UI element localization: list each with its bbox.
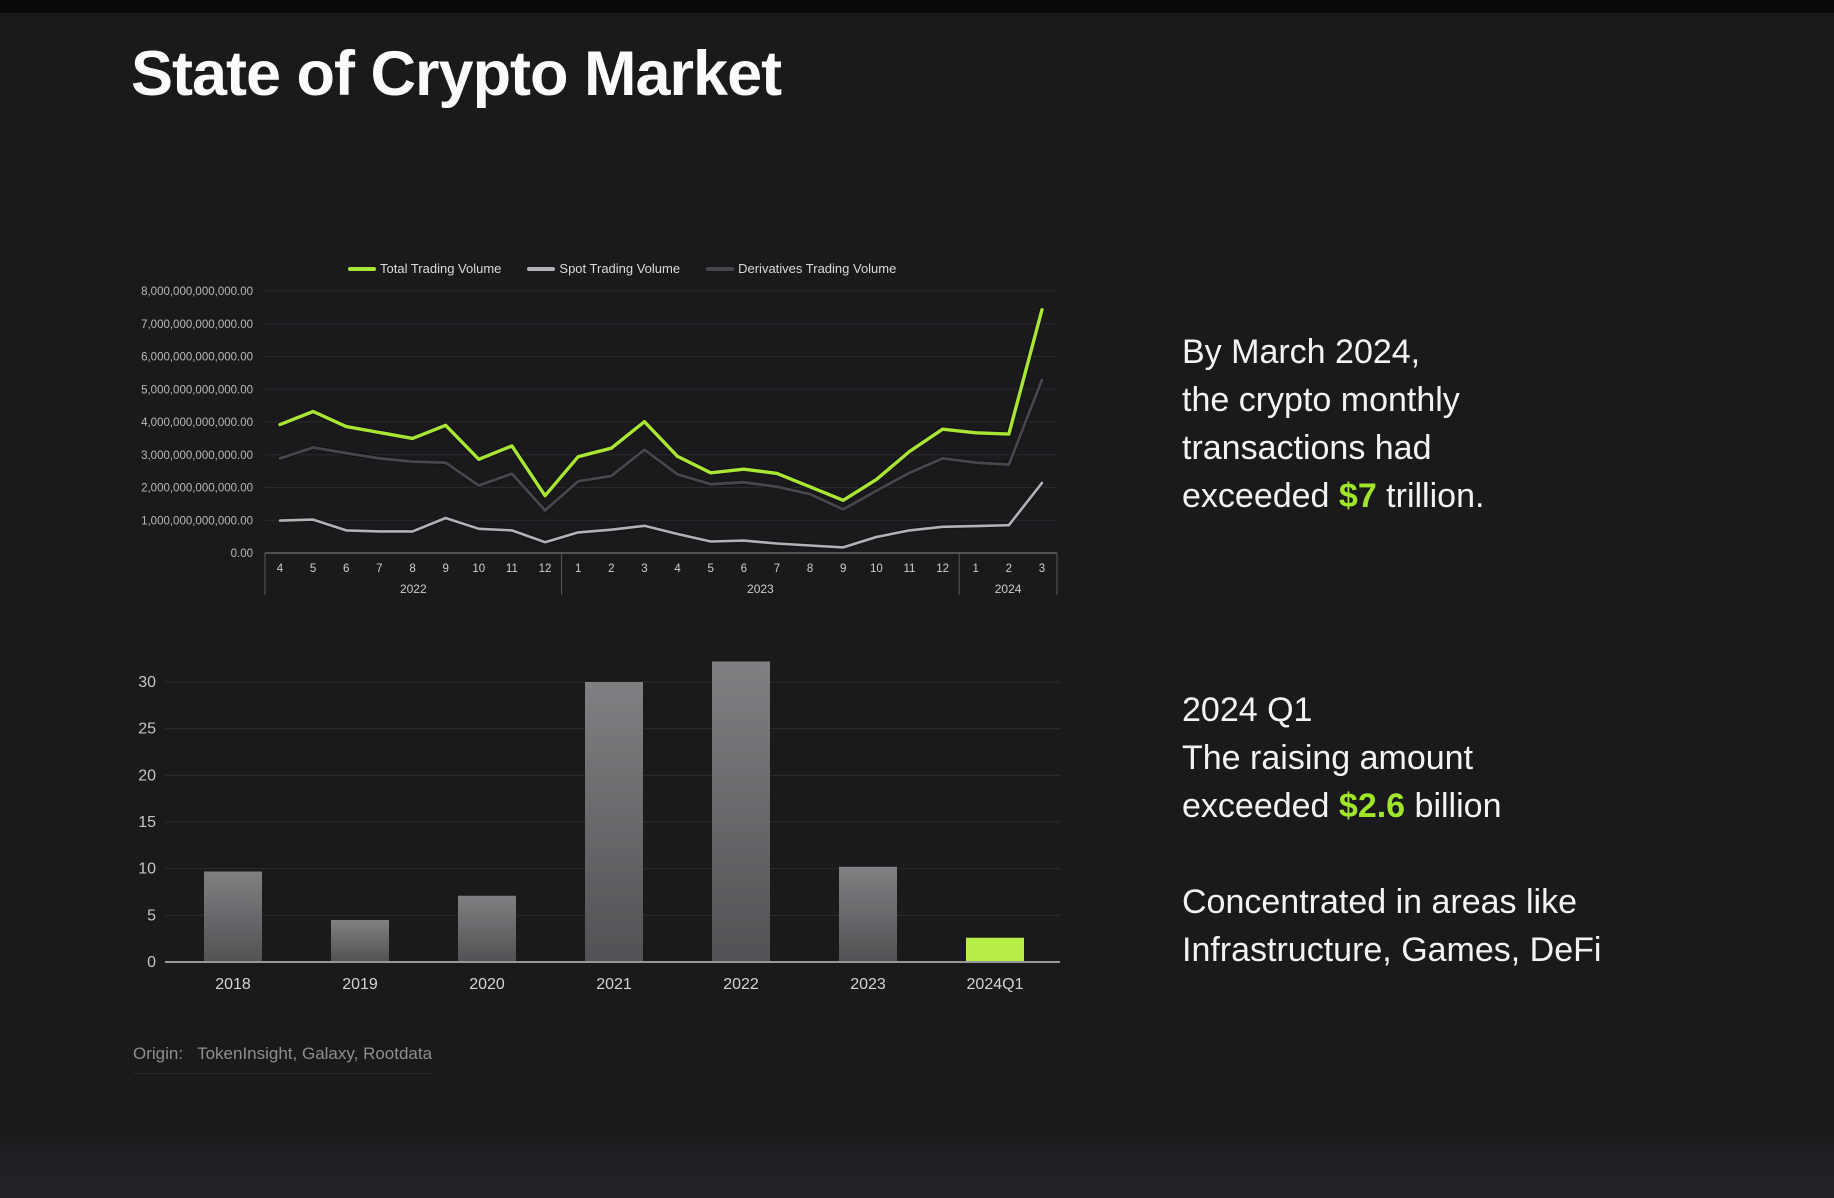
svg-text:10: 10 <box>472 563 485 575</box>
svg-text:4: 4 <box>277 563 284 575</box>
svg-text:11: 11 <box>903 563 915 575</box>
svg-text:5: 5 <box>707 563 713 575</box>
insight-fundraising: 2024 Q1 The raising amount exceeded $2.6… <box>1182 686 1772 974</box>
svg-text:9: 9 <box>442 563 448 575</box>
insight-line: Concentrated in areas like <box>1182 883 1578 921</box>
svg-text:0.00: 0.00 <box>231 548 253 560</box>
svg-text:2018: 2018 <box>215 976 251 993</box>
svg-text:2,000,000,000,000.00: 2,000,000,000,000.00 <box>141 483 253 495</box>
svg-text:2021: 2021 <box>596 976 632 993</box>
svg-text:2024: 2024 <box>995 582 1022 596</box>
yearly-fundraising-bar-chart: 0 5 10 15 20 25 30 2018 2019 2020 2021 2022 2023 2024… <box>138 661 1060 993</box>
svg-text:12: 12 <box>539 563 552 575</box>
svg-text:5: 5 <box>310 563 316 575</box>
svg-text:3,000,000,000,000.00: 3,000,000,000,000.00 <box>141 450 253 462</box>
svg-text:7,000,000,000,000.00: 7,000,000,000,000.00 <box>141 319 253 331</box>
legend-label-spot: Spot Trading Volume <box>559 261 681 276</box>
legend-swatch-derivatives <box>706 266 735 271</box>
svg-text:1: 1 <box>973 563 979 575</box>
svg-text:1,000,000,000,000.00: 1,000,000,000,000.00 <box>141 515 253 527</box>
svg-text:5: 5 <box>147 907 156 924</box>
insight-line: transactions had <box>1182 429 1432 467</box>
insight-line: The raising amount <box>1182 739 1474 777</box>
svg-text:4: 4 <box>674 563 681 575</box>
legend-item-derivatives: Derivatives Trading Volume <box>706 261 896 276</box>
origin-value: TokenInsight, Galaxy, Rootdata <box>197 1044 433 1063</box>
svg-text:10: 10 <box>138 861 156 878</box>
svg-text:0: 0 <box>147 954 156 971</box>
svg-text:6: 6 <box>343 563 349 575</box>
insight-trading-volume: By March 2024, the crypto monthly transa… <box>1182 328 1772 520</box>
line-chart-legend: Total Trading Volume Spot Trading Volume… <box>348 261 896 276</box>
svg-text:8: 8 <box>807 563 813 575</box>
svg-text:5,000,000,000,000.00: 5,000,000,000,000.00 <box>141 384 253 396</box>
legend-swatch-total <box>348 266 376 271</box>
svg-text:10: 10 <box>870 563 883 575</box>
svg-text:3: 3 <box>1039 563 1045 575</box>
svg-text:7: 7 <box>774 563 780 575</box>
svg-text:1: 1 <box>575 563 581 575</box>
legend-label-derivatives: Derivatives Trading Volume <box>738 261 897 276</box>
svg-text:2023: 2023 <box>747 582 774 596</box>
insight-line: the crypto monthly <box>1182 381 1460 419</box>
top-strip <box>0 0 1834 13</box>
legend-label-total: Total Trading Volume <box>380 261 502 276</box>
svg-text:7: 7 <box>376 563 382 575</box>
svg-text:4,000,000,000,000.00: 4,000,000,000,000.00 <box>141 417 253 429</box>
origin-label: Origin: <box>133 1044 184 1063</box>
svg-text:2023: 2023 <box>850 976 886 993</box>
svg-text:30: 30 <box>138 674 156 691</box>
insight-line: 2024 Q1 <box>1182 691 1313 729</box>
insight-line: exceeded $7 trillion. <box>1182 477 1485 515</box>
svg-text:11: 11 <box>506 563 518 575</box>
legend-item-total: Total Trading Volume <box>348 261 501 276</box>
svg-text:9: 9 <box>840 563 846 575</box>
source-attribution: Origin: TokenInsight, Galaxy, Rootdata <box>133 1044 433 1074</box>
insight-line: By March 2024, <box>1182 333 1421 371</box>
svg-text:2: 2 <box>1006 563 1012 575</box>
svg-text:2024Q1: 2024Q1 <box>967 976 1024 993</box>
bottom-strip <box>0 1132 1834 1198</box>
insight-line: exceeded $2.6 billion <box>1182 787 1502 825</box>
svg-text:2019: 2019 <box>342 976 378 993</box>
svg-text:2020: 2020 <box>469 976 505 993</box>
svg-text:2: 2 <box>608 563 614 575</box>
page-title: State of Crypto Market <box>131 39 782 109</box>
legend-swatch-spot <box>527 266 556 271</box>
svg-text:2022: 2022 <box>400 582 427 596</box>
svg-text:8,000,000,000,000.00: 8,000,000,000,000.00 <box>141 286 253 298</box>
svg-text:25: 25 <box>138 721 156 738</box>
highlight-2-6-billion: $2.6 <box>1338 787 1406 825</box>
monthly-trading-volume-line-chart: 8,000,000,000,000.00 7,000,000,000,000.00… <box>141 286 1058 596</box>
insight-line: Infrastructure, Games, DeFi <box>1182 931 1602 969</box>
svg-text:20: 20 <box>138 767 156 784</box>
svg-text:6: 6 <box>741 563 747 575</box>
highlight-7-trillion: $7 <box>1338 477 1377 515</box>
svg-text:3: 3 <box>641 563 647 575</box>
svg-text:12: 12 <box>936 563 949 575</box>
legend-item-spot: Spot Trading Volume <box>527 261 680 276</box>
svg-text:8: 8 <box>409 563 415 575</box>
svg-text:2022: 2022 <box>723 976 759 993</box>
svg-text:6,000,000,000,000.00: 6,000,000,000,000.00 <box>141 352 253 364</box>
svg-text:15: 15 <box>138 814 156 831</box>
